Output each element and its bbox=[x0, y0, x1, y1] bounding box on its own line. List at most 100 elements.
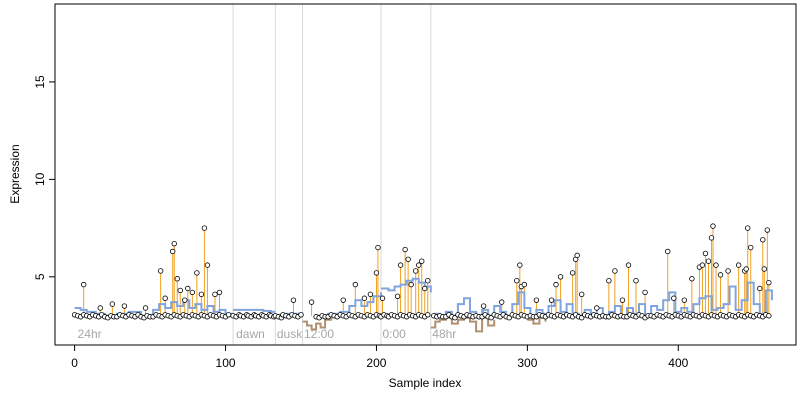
data-point bbox=[405, 256, 411, 262]
x-tick-label: 400 bbox=[668, 356, 688, 370]
data-point bbox=[361, 295, 368, 301]
series-up-line bbox=[233, 308, 276, 313]
series-up-line bbox=[74, 299, 233, 317]
data-point bbox=[109, 301, 116, 307]
data-point bbox=[625, 262, 632, 268]
data-point bbox=[735, 262, 742, 268]
region-label: dusk bbox=[277, 327, 303, 341]
data-point bbox=[397, 262, 404, 268]
data-point bbox=[689, 276, 695, 282]
data-point bbox=[499, 299, 505, 305]
x-tick-label: 200 bbox=[366, 356, 386, 370]
data-point bbox=[606, 277, 612, 284]
x-axis: 0 100 200 300 400 bbox=[71, 344, 689, 370]
data-point bbox=[379, 295, 386, 301]
data-point bbox=[480, 303, 487, 309]
data-point bbox=[425, 277, 431, 284]
data-point bbox=[578, 291, 585, 298]
data-point bbox=[142, 305, 149, 311]
data-point bbox=[760, 237, 766, 243]
data-point bbox=[204, 262, 211, 268]
data-point bbox=[367, 291, 374, 298]
data-point bbox=[748, 244, 754, 251]
data-point bbox=[189, 289, 196, 296]
data-point bbox=[521, 281, 528, 288]
data-point bbox=[574, 252, 580, 259]
series-up-line bbox=[433, 281, 773, 317]
plot-frame bbox=[54, 3, 797, 346]
region-label: 12:00 bbox=[304, 327, 334, 341]
data-point bbox=[201, 225, 208, 231]
region-label: 0:00 bbox=[382, 327, 406, 341]
data-point bbox=[517, 262, 523, 268]
data-point bbox=[212, 291, 218, 298]
data-point bbox=[157, 268, 164, 274]
data-point bbox=[394, 293, 401, 299]
series-up-line bbox=[316, 292, 382, 317]
data-point bbox=[743, 266, 749, 272]
x-axis-label: Sample index bbox=[389, 376, 462, 390]
y-tick-label: 5 bbox=[33, 273, 47, 280]
data-point bbox=[557, 274, 564, 280]
x-tick-label: 300 bbox=[517, 356, 537, 370]
data-point bbox=[182, 297, 188, 303]
data-point bbox=[97, 305, 103, 311]
data-point bbox=[612, 268, 618, 274]
data-point bbox=[766, 279, 772, 286]
data-point bbox=[412, 268, 419, 274]
data-point bbox=[185, 285, 191, 292]
data-point bbox=[308, 299, 315, 305]
data-point bbox=[548, 297, 555, 303]
spike-lines bbox=[83, 226, 770, 316]
data-point bbox=[713, 262, 719, 268]
y-axis: 5 10 15 bbox=[33, 75, 56, 280]
data-point bbox=[416, 262, 422, 268]
region-boundaries bbox=[232, 4, 432, 345]
data-point bbox=[422, 285, 428, 292]
data-point bbox=[402, 246, 408, 253]
region-label: dawn bbox=[236, 327, 265, 341]
data-point bbox=[633, 277, 639, 284]
series-down-line bbox=[302, 317, 333, 331]
y-axis-label: Expression bbox=[8, 144, 22, 203]
data-point bbox=[553, 281, 559, 288]
data-point bbox=[533, 297, 540, 303]
data-point bbox=[764, 227, 771, 233]
data-point bbox=[80, 281, 87, 288]
data-point bbox=[766, 313, 772, 319]
data-point bbox=[198, 291, 205, 298]
data-point bbox=[170, 248, 176, 255]
data-point bbox=[298, 312, 304, 318]
x-tick-label: 100 bbox=[216, 356, 236, 370]
data-point bbox=[619, 297, 626, 303]
region-labels: 24hr dawn dusk 12:00 0:00 48hr bbox=[78, 327, 457, 341]
data-points bbox=[71, 223, 772, 321]
y-tick-label: 10 bbox=[33, 172, 47, 186]
data-point bbox=[408, 281, 414, 288]
data-point bbox=[708, 235, 715, 241]
data-point bbox=[352, 281, 359, 288]
data-point bbox=[194, 270, 200, 276]
series-up-line bbox=[381, 277, 432, 293]
data-point bbox=[594, 305, 600, 311]
data-point bbox=[717, 272, 724, 278]
data-point bbox=[514, 277, 520, 284]
data-point bbox=[216, 289, 223, 296]
data-point bbox=[745, 225, 751, 231]
data-point bbox=[702, 250, 709, 257]
data-point bbox=[425, 312, 431, 318]
data-point bbox=[681, 297, 688, 303]
data-point bbox=[705, 258, 712, 264]
data-point bbox=[171, 240, 177, 247]
region-label: 48hr bbox=[432, 327, 456, 341]
y-tick-label: 15 bbox=[33, 75, 47, 89]
data-point bbox=[642, 289, 648, 296]
data-point bbox=[174, 276, 180, 282]
data-point bbox=[757, 285, 763, 292]
data-point bbox=[290, 297, 297, 303]
region-label: 24hr bbox=[78, 327, 102, 341]
data-point bbox=[225, 312, 232, 318]
data-point bbox=[177, 287, 183, 294]
data-point bbox=[699, 262, 706, 268]
